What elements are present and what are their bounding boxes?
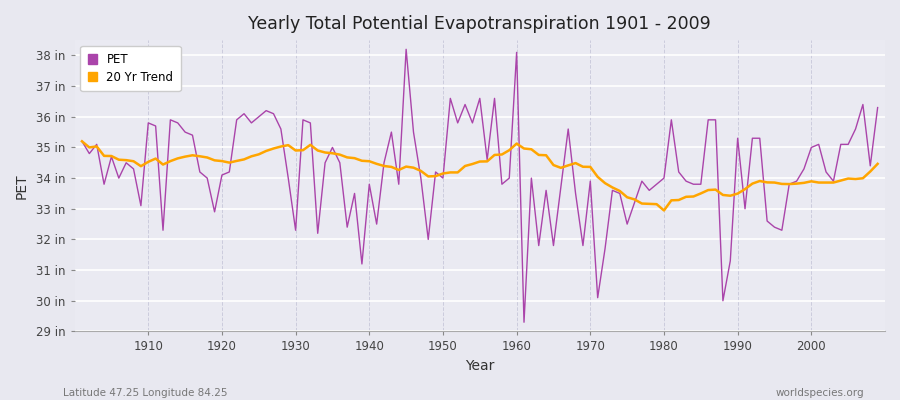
- Text: Latitude 47.25 Longitude 84.25: Latitude 47.25 Longitude 84.25: [63, 388, 228, 398]
- Legend: PET, 20 Yr Trend: PET, 20 Yr Trend: [80, 46, 181, 91]
- Title: Yearly Total Potential Evapotranspiration 1901 - 2009: Yearly Total Potential Evapotranspiratio…: [248, 15, 711, 33]
- X-axis label: Year: Year: [465, 359, 494, 373]
- Y-axis label: PET: PET: [15, 173, 29, 198]
- Text: worldspecies.org: worldspecies.org: [776, 388, 864, 398]
